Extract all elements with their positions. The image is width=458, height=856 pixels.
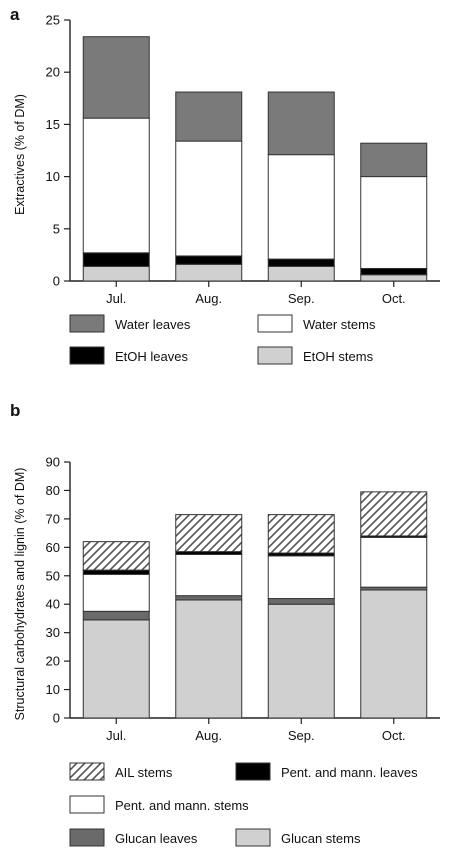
bar-segment-water-stems bbox=[360, 176, 428, 269]
y-tick-label: 25 bbox=[46, 13, 60, 28]
bar-segment-etoh-leaves bbox=[82, 252, 150, 267]
y-tick-label: 60 bbox=[46, 540, 60, 555]
bar-segment-ail-stems bbox=[360, 491, 428, 537]
bar-segment-glucan-leaves bbox=[267, 598, 335, 605]
bar-segment-glucan-leaves bbox=[82, 610, 150, 621]
legend-label-water-leaves: Water leaves bbox=[115, 317, 191, 332]
y-tick-label: 90 bbox=[46, 455, 60, 470]
y-tick-label: 50 bbox=[46, 568, 60, 583]
bar-segment-pent-and-mann-leaves bbox=[82, 569, 150, 575]
y-tick-label: 15 bbox=[46, 117, 60, 132]
chart-panel-a: 0 5 10 15 20 25 Extractives (% of DM) Jul. Aug. S… bbox=[13, 13, 440, 365]
legend-label-glucan-leaves: Glucan leaves bbox=[115, 831, 198, 846]
y-tick-label: 30 bbox=[46, 625, 60, 640]
y-tick-label: 0 bbox=[53, 274, 60, 289]
bar-segment-etoh-stems bbox=[82, 265, 150, 282]
y-tick-label: 80 bbox=[46, 483, 60, 498]
y-tick-label: 40 bbox=[46, 597, 60, 612]
legend-label-glucan-stems: Glucan stems bbox=[281, 831, 361, 846]
panel-label-b: b bbox=[10, 401, 20, 420]
bar-segment-pent-and-mann-stems bbox=[175, 553, 243, 597]
y-tick-label: 10 bbox=[46, 682, 60, 697]
x-tick-label: Sep. bbox=[288, 291, 315, 306]
x-tick-label: Jul. bbox=[106, 291, 126, 306]
legend-swatch-glucan-stems bbox=[235, 828, 271, 847]
x-tick-label: Jul. bbox=[106, 728, 126, 743]
bar-segment-etoh-leaves bbox=[360, 267, 428, 276]
x-tick-label: Oct. bbox=[382, 291, 406, 306]
legend-label-ail-stems: AIL stems bbox=[115, 765, 173, 780]
bar-segment-etoh-stems bbox=[175, 263, 243, 282]
bar-segment-water-leaves bbox=[82, 36, 150, 119]
bar-segment-etoh-leaves bbox=[175, 255, 243, 265]
legend-swatch-glucan-leaves bbox=[69, 828, 105, 847]
bar-segment-glucan-stems bbox=[175, 599, 243, 719]
legend-swatch-etoh-leaves bbox=[69, 346, 105, 365]
bar-segment-ail-stems bbox=[82, 541, 150, 571]
legend-swatch-water-leaves bbox=[69, 314, 105, 333]
bar-segment-water-stems bbox=[175, 140, 243, 257]
legend-swatch-pent-and-mann-stems bbox=[69, 795, 105, 814]
y-tick-label: 10 bbox=[46, 169, 60, 184]
bar-segment-glucan-leaves bbox=[175, 595, 243, 601]
y-tick-label: 0 bbox=[53, 711, 60, 726]
bar-segment-pent-and-mann-stems bbox=[360, 536, 428, 588]
bar-segment-ail-stems bbox=[267, 514, 335, 554]
bar-segment-etoh-stems bbox=[267, 265, 335, 282]
bar-segment-water-leaves bbox=[267, 91, 335, 156]
x-tick-label: Sep. bbox=[288, 728, 315, 743]
bar-segment-glucan-stems bbox=[267, 603, 335, 719]
x-tick-label: Aug. bbox=[195, 291, 222, 306]
legend-label-etoh-stems: EtOH stems bbox=[303, 349, 374, 364]
bar-segment-water-stems bbox=[82, 117, 150, 254]
bar-segment-glucan-stems bbox=[82, 619, 150, 719]
x-tick-label: Oct. bbox=[382, 728, 406, 743]
bar-segment-glucan-stems bbox=[360, 589, 428, 719]
bar-segment-water-stems bbox=[267, 154, 335, 260]
legend-swatch-ail-stems bbox=[69, 762, 105, 781]
legend-label-water-stems: Water stems bbox=[303, 317, 376, 332]
bar-segment-ail-stems bbox=[175, 514, 243, 553]
y-tick-label: 70 bbox=[46, 511, 60, 526]
legend-label-etoh-leaves: EtOH leaves bbox=[115, 349, 188, 364]
legend-swatch-etoh-stems bbox=[257, 346, 293, 365]
bar-segment-etoh-leaves bbox=[267, 258, 335, 267]
y-tick-label: 20 bbox=[46, 654, 60, 669]
bar-segment-water-leaves bbox=[360, 142, 428, 178]
bar-segment-pent-and-mann-stems bbox=[267, 555, 335, 600]
x-tick-label: Aug. bbox=[195, 728, 222, 743]
y-axis-title: Structural carbohydrates and lignin (% o… bbox=[13, 468, 27, 721]
bar-segment-pent-and-mann-stems bbox=[82, 573, 150, 612]
bar-segment-water-leaves bbox=[175, 91, 243, 142]
bar-segment-etoh-stems bbox=[360, 274, 428, 282]
y-tick-label: 5 bbox=[53, 221, 60, 236]
legend-label-pent-and-mann-leaves: Pent. and mann. leaves bbox=[281, 765, 418, 780]
y-axis-title: Extractives (% of DM) bbox=[13, 94, 27, 215]
panel-label-a: a bbox=[10, 5, 20, 24]
legend-label-pent-and-mann-stems: Pent. and mann. stems bbox=[115, 798, 249, 813]
y-tick-label: 20 bbox=[46, 65, 60, 80]
legend-swatch-pent-and-mann-leaves bbox=[235, 762, 271, 781]
chart-panel-b: 0 10 20 30 40 50 60 70 80 90 Structural carbohydra… bbox=[13, 455, 440, 847]
legend-swatch-water-stems bbox=[257, 314, 293, 333]
